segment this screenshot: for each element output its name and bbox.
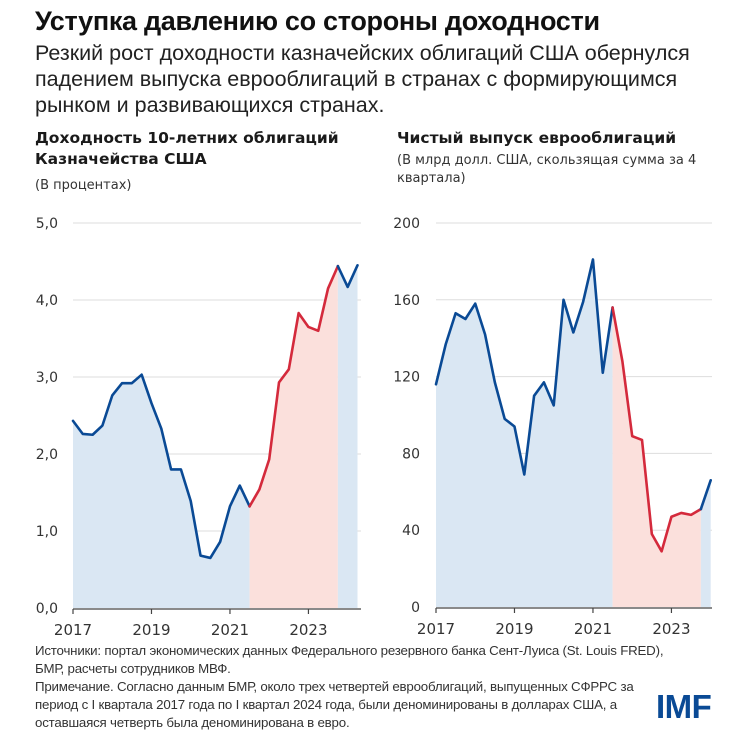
left-chart-units: (В процентах) [35, 178, 132, 193]
right-area-highlight [612, 307, 701, 607]
right-y-tick-label: 40 [402, 523, 420, 539]
right-chart-units: (В млрд долл. США, скользящая сумма за 4… [397, 153, 697, 186]
right-x-tick-label: 2019 [495, 620, 533, 638]
right-area-before [436, 259, 613, 607]
left-area-before [73, 374, 250, 608]
right-chart-title: Чистый выпуск еврооблигаций [397, 129, 677, 147]
right-area-after [700, 480, 711, 607]
right-series-line-blue-end [699, 478, 712, 511]
right-y-tick-label: 80 [402, 446, 420, 462]
right-x-tick-label: 2023 [652, 620, 690, 638]
right-series-line-red [611, 306, 703, 553]
right-y-tick-label: 0 [411, 600, 420, 616]
sources-text: Источники: портал экономических данных Ф… [35, 643, 664, 676]
right-y-tick-label: 120 [393, 370, 420, 386]
page-subtitle: Резкий рост доходности казначейских обли… [35, 41, 690, 117]
left-y-tick-label: 4,0 [36, 293, 58, 309]
right-x-tick-label: 2017 [417, 620, 455, 638]
right-y-tick-label: 160 [393, 293, 420, 309]
right-series-line-blue [434, 258, 614, 476]
left-series-line-red [248, 264, 340, 508]
left-x-tick-label: 2023 [289, 621, 327, 639]
left-area-highlight [249, 266, 338, 608]
right-x-tick-label: 2021 [574, 620, 612, 638]
left-x-tick-label: 2019 [132, 621, 170, 639]
imf-logo: IMF [656, 688, 712, 725]
left-series-line-blue-end [336, 264, 359, 289]
note-text: Примечание. Согласно данным БМР, около т… [35, 679, 634, 730]
left-y-tick-label: 5,0 [36, 216, 58, 232]
left-chart-title: Доходность 10-летних облигаций Казначейс… [35, 129, 339, 168]
footer-notes: Источники: портал экономических данных Ф… [35, 642, 675, 732]
left-series-line-blue [71, 373, 251, 560]
page-title: Уступка давлению со стороны доходности [35, 6, 600, 36]
left-y-tick-label: 1,0 [36, 524, 58, 540]
left-y-tick-label: 3,0 [36, 370, 58, 386]
left-area-after [337, 265, 358, 608]
left-y-tick-label: 2,0 [36, 447, 58, 463]
left-x-tick-label: 2017 [54, 621, 92, 639]
right-y-tick-label: 200 [393, 216, 420, 232]
left-x-tick-label: 2021 [211, 621, 249, 639]
left-y-tick-label: 0,0 [36, 601, 58, 617]
